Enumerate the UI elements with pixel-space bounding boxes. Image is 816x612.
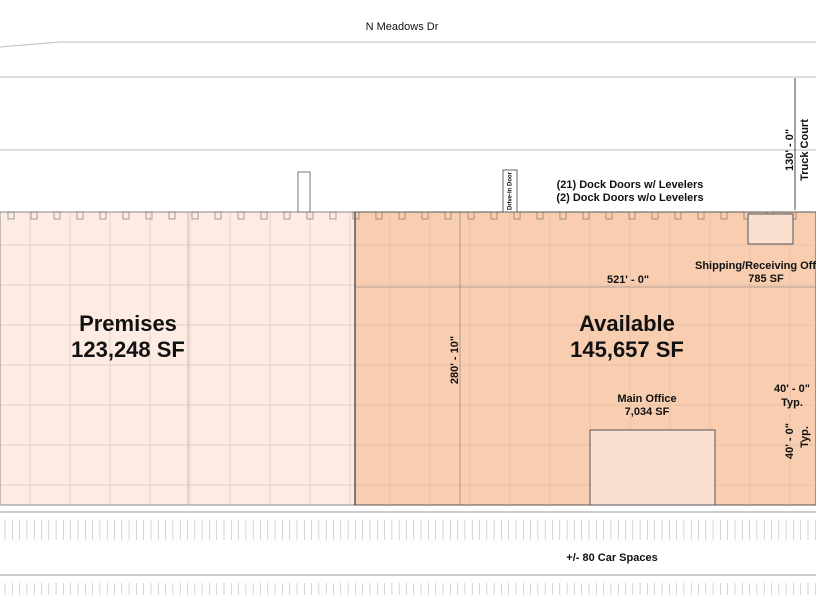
- main-office-area: 7,034 SF: [625, 406, 670, 418]
- shipping-office-area: 785 SF: [748, 273, 784, 285]
- dock-door: [352, 211, 360, 220]
- column-note: Typ.: [781, 397, 803, 409]
- dock-door: [720, 211, 728, 220]
- space-name: Available: [579, 311, 675, 336]
- shipping-office: [747, 213, 794, 245]
- depth-dimension: 280' - 10": [449, 336, 461, 384]
- dock-door: [53, 211, 61, 220]
- dock-door: [398, 211, 406, 220]
- dock-door: [76, 211, 84, 220]
- main-office: [589, 429, 716, 506]
- dock-door: [375, 211, 383, 220]
- column-dimension: 40' - 0": [774, 383, 810, 395]
- dock-door: [536, 211, 544, 220]
- width-dimension: 521' - 0": [607, 274, 649, 286]
- dock-door: [122, 211, 130, 220]
- dock-door: [697, 211, 705, 220]
- dock-door: [145, 211, 153, 220]
- dock-door: [260, 211, 268, 220]
- dock-door: [99, 211, 107, 220]
- parking-label: +/- 80 Car Spaces: [566, 552, 657, 564]
- premises-area: [0, 211, 356, 506]
- column-dimension: 40' - 0": [784, 423, 796, 459]
- drive-in-door-label: Drive-In Door: [508, 171, 514, 210]
- dock-door: [651, 211, 659, 220]
- truck-court-dimension: 130' - 0": [784, 129, 796, 171]
- drive-in-door: [502, 169, 518, 213]
- dock-door: [421, 211, 429, 220]
- space-area: 145,657 SF: [570, 337, 684, 362]
- dock-door: [444, 211, 452, 220]
- dock-door: [191, 211, 199, 220]
- dock-door: [628, 211, 636, 220]
- dock-door: [329, 211, 337, 220]
- dock-door: [283, 211, 291, 220]
- column-note: Typ.: [799, 426, 811, 448]
- layout: [0, 41, 816, 595]
- truck-court-label: Truck Court: [799, 119, 811, 181]
- dock-door: [582, 211, 590, 220]
- dock-door: [168, 211, 176, 220]
- dock-door: [674, 211, 682, 220]
- dock-door: [214, 211, 222, 220]
- space-area: 123,248 SF: [71, 337, 185, 362]
- shipping-office-name: Shipping/Receiving Office: [695, 260, 816, 272]
- road-edge: [0, 41, 61, 48]
- enclosure: [297, 171, 311, 213]
- dock-door: [559, 211, 567, 220]
- dock-door: [490, 211, 498, 220]
- dock-door: [237, 211, 245, 220]
- dock-door: [30, 211, 38, 220]
- dock-door: [467, 211, 475, 220]
- road-label: N Meadows Dr: [366, 21, 439, 33]
- space-name: Premises: [79, 311, 177, 336]
- dock-doors: (2) Dock Doors w/o Levelers: [556, 192, 703, 204]
- dock-door: [605, 211, 613, 220]
- dock-door: [7, 211, 15, 220]
- main-office-name: Main Office: [617, 393, 676, 405]
- dock-doors: (21) Dock Doors w/ Levelers: [557, 179, 704, 191]
